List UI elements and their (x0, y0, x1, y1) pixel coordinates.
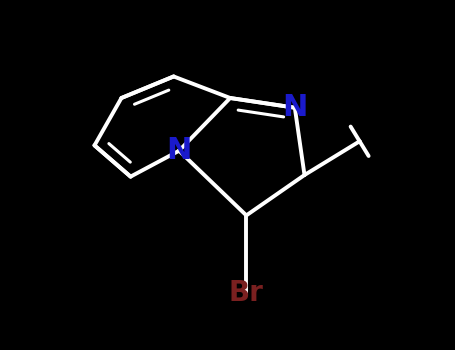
Text: N: N (167, 136, 192, 165)
Text: N: N (282, 93, 308, 122)
Text: Br: Br (229, 279, 264, 307)
